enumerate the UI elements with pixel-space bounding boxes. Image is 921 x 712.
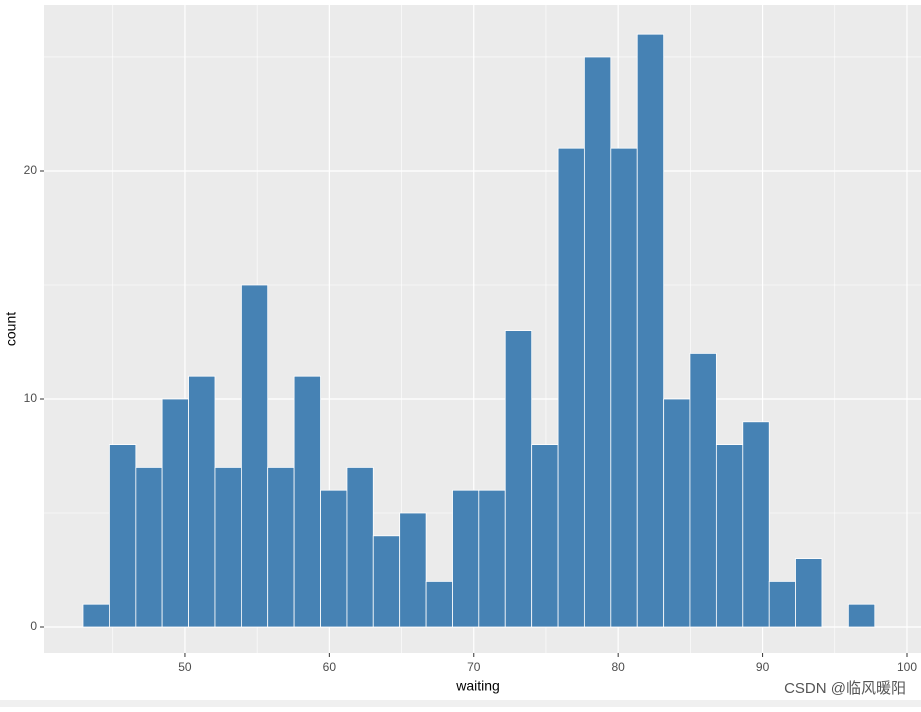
- bar: [742, 421, 770, 628]
- bar: [241, 284, 269, 628]
- bar: [557, 147, 585, 628]
- bar: [531, 444, 559, 628]
- bar: [188, 375, 216, 628]
- x-tick-label: 60: [323, 660, 337, 674]
- bottom-strip: [0, 700, 921, 707]
- bar: [452, 489, 480, 628]
- bar: [768, 581, 796, 628]
- bar: [425, 581, 453, 628]
- watermark: CSDN @临风暖阳: [784, 680, 906, 697]
- y-axis-title: count: [3, 312, 19, 346]
- bar: [293, 375, 321, 628]
- bar: [795, 558, 823, 628]
- bar: [109, 444, 137, 628]
- bar: [636, 33, 665, 628]
- y-tick-label: 20: [24, 163, 38, 177]
- bars: [82, 33, 876, 628]
- bar: [583, 56, 612, 628]
- y-tick-label: 10: [24, 391, 38, 405]
- x-tick-label: 80: [611, 660, 625, 674]
- bar: [267, 467, 295, 628]
- bar: [161, 398, 189, 628]
- bar: [399, 512, 427, 628]
- x-tick-label: 70: [467, 660, 481, 674]
- bar: [82, 603, 110, 628]
- x-axis-title: waiting: [455, 678, 500, 694]
- bar: [715, 444, 744, 628]
- x-tick-label: 50: [178, 660, 192, 674]
- bar: [504, 330, 533, 628]
- bar: [610, 147, 638, 628]
- bar: [689, 352, 717, 628]
- bar: [346, 467, 374, 628]
- bar: [663, 398, 691, 628]
- x-tick-label: 100: [897, 660, 917, 674]
- bar: [214, 467, 242, 628]
- bar: [478, 489, 506, 628]
- y-tick-label: 0: [30, 619, 37, 633]
- bar: [320, 489, 348, 628]
- bar: [847, 603, 876, 628]
- x-tick-label: 90: [756, 660, 770, 674]
- bar: [135, 467, 163, 628]
- bar: [372, 535, 401, 628]
